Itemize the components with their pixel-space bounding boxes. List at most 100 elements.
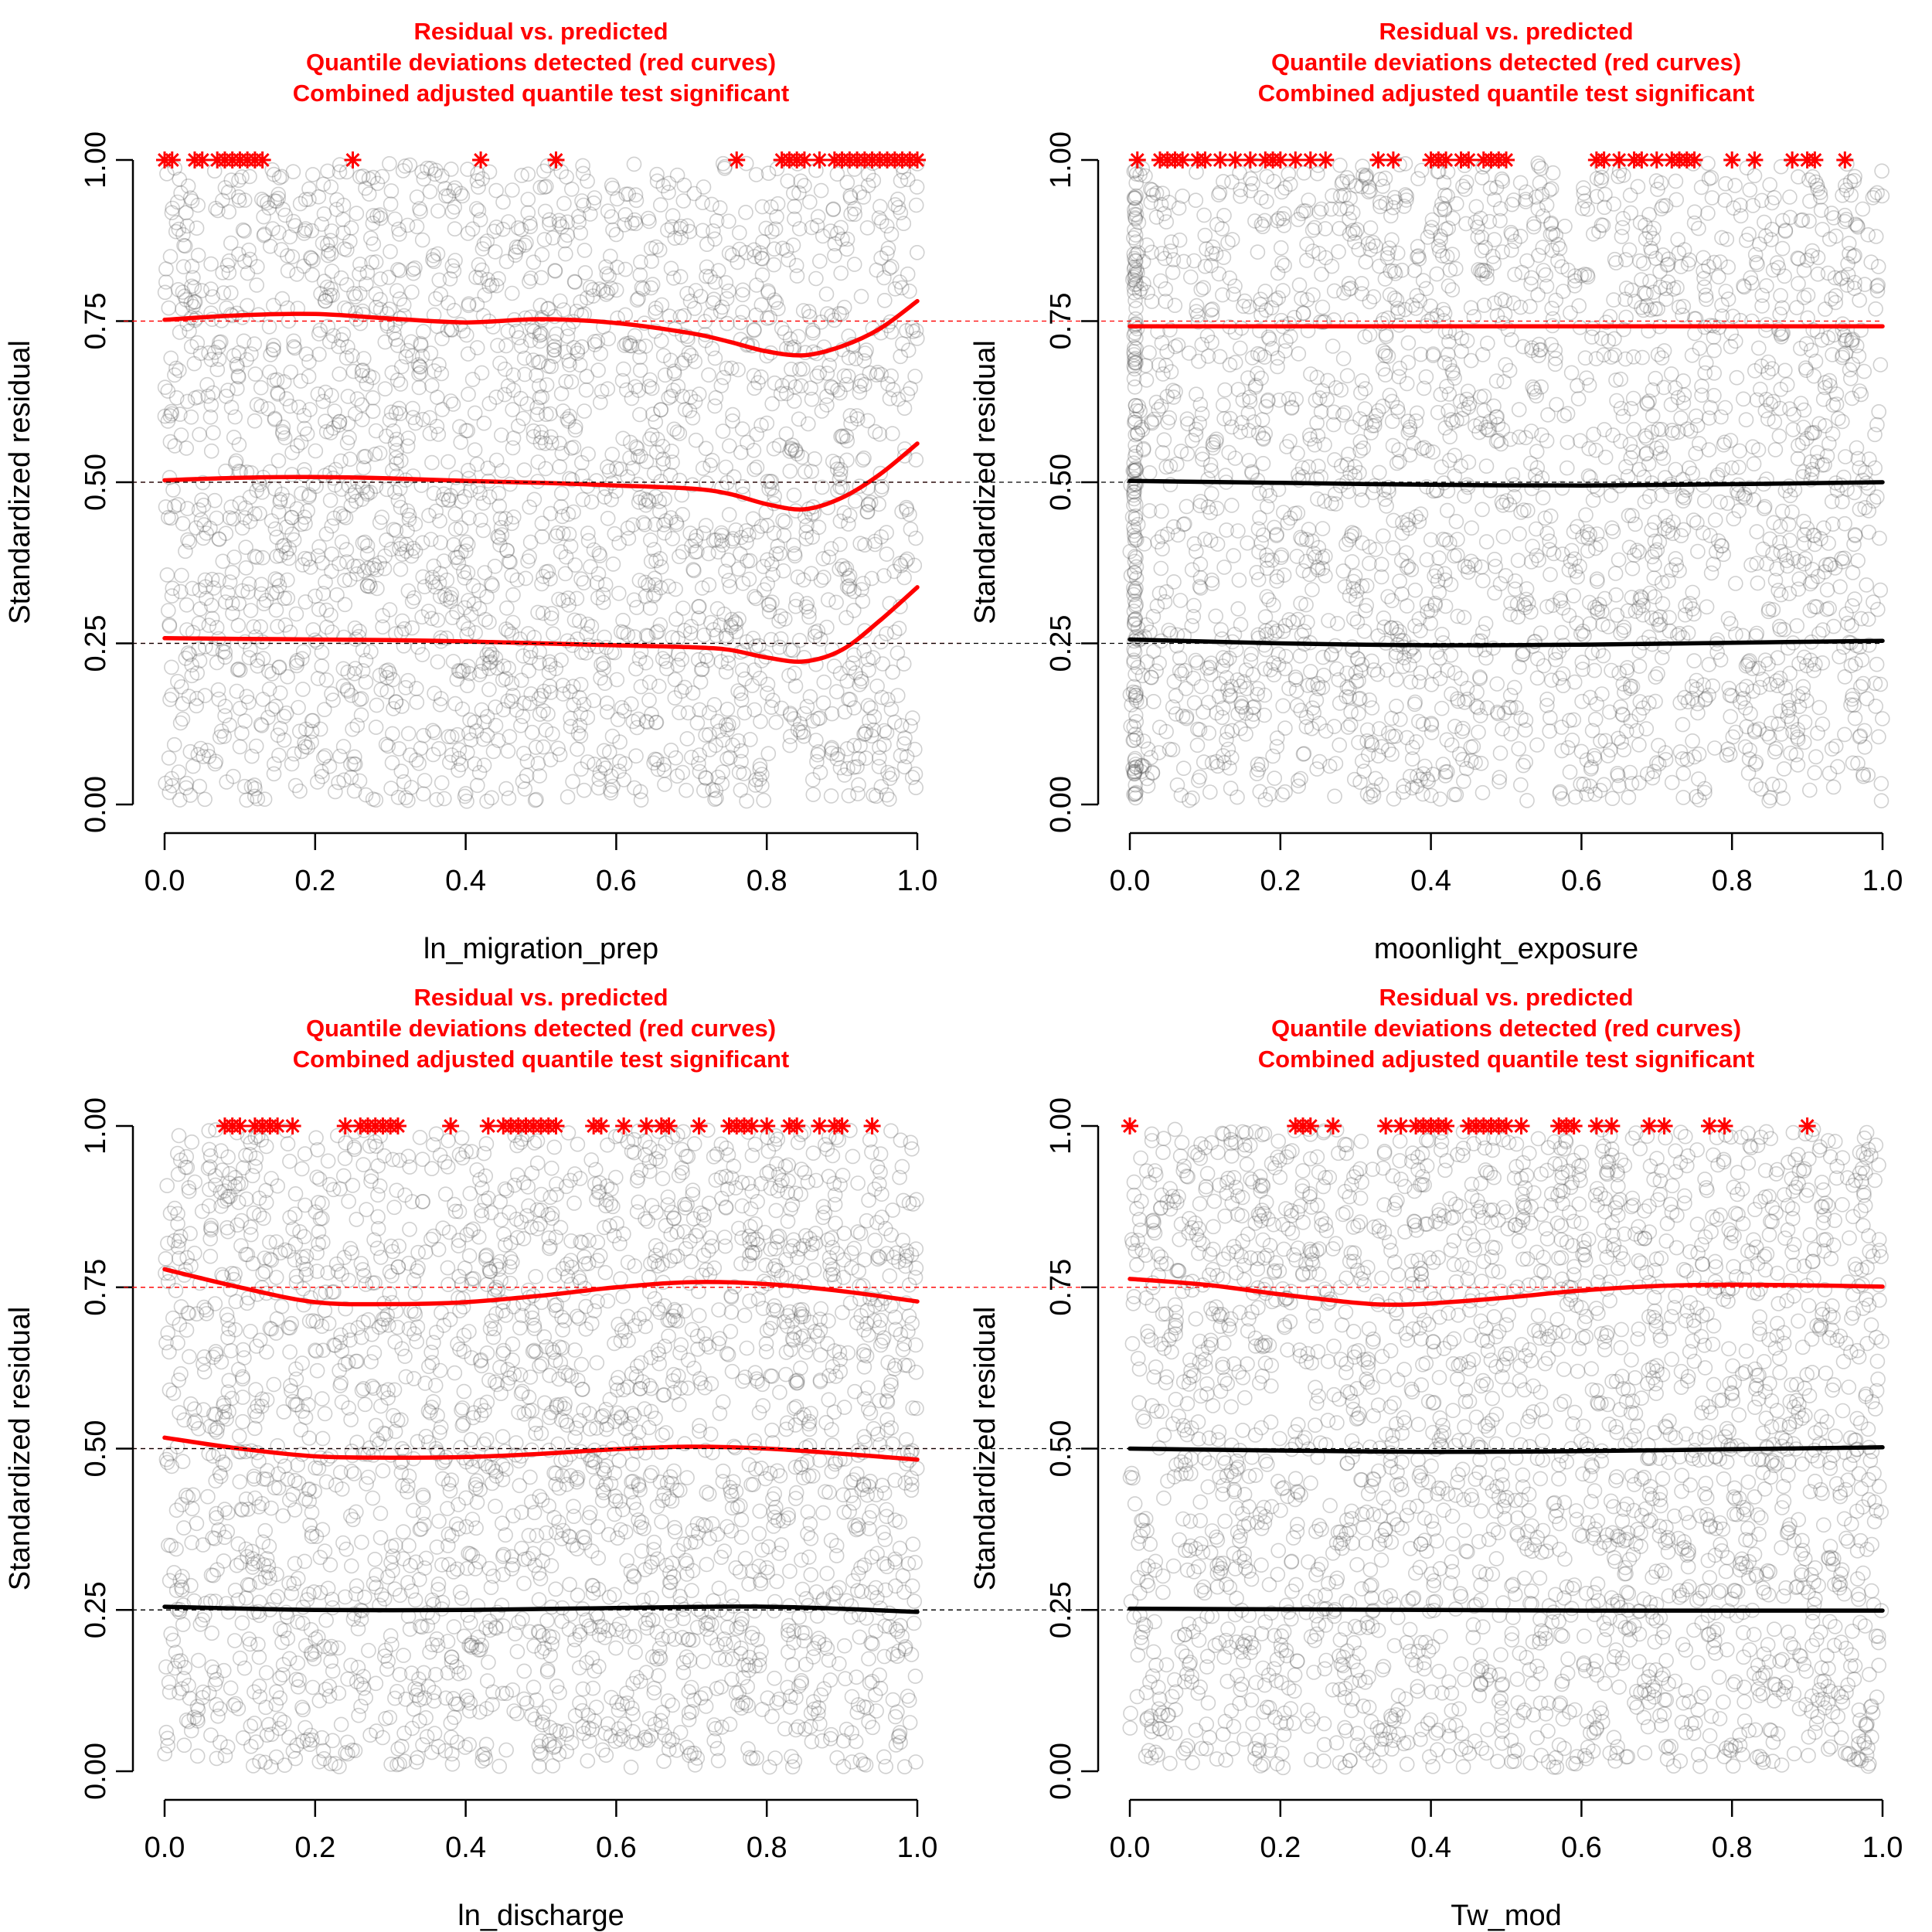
residual-point <box>280 668 295 685</box>
residual-point <box>1540 406 1556 423</box>
residual-point <box>531 691 547 706</box>
residual-point <box>580 616 596 632</box>
residual-point <box>603 782 618 798</box>
residual-point <box>430 203 446 219</box>
residual-point <box>747 777 764 793</box>
x-tick-label: 0.0 <box>145 865 185 897</box>
residual-point <box>617 261 634 277</box>
residual-point <box>298 192 314 208</box>
residual-point <box>603 281 619 296</box>
residual-point <box>735 304 750 320</box>
residual-point <box>719 315 735 332</box>
residual-point <box>430 654 446 670</box>
residual-point <box>318 384 334 400</box>
residual-point <box>1217 382 1233 398</box>
residual-point <box>211 532 227 547</box>
residual-point <box>910 244 925 260</box>
residual-point <box>532 768 548 784</box>
residual-point <box>169 194 185 210</box>
residual-point <box>756 582 772 598</box>
residual-point <box>430 427 447 442</box>
residual-point <box>549 525 566 541</box>
residual-point <box>566 504 581 520</box>
residual-point <box>660 222 675 238</box>
residual-point <box>505 430 522 446</box>
residual-point <box>1282 434 1298 449</box>
y-tick-label: 0.25 <box>80 615 112 672</box>
residual-point <box>1703 565 1719 581</box>
residual-point <box>1675 790 1691 805</box>
residual-point <box>318 526 335 542</box>
residual-point <box>791 185 807 201</box>
residual-point <box>641 675 658 690</box>
residual-point <box>517 366 532 383</box>
residual-point <box>469 777 485 794</box>
residual-point <box>718 664 734 680</box>
y-tick-label: 0.00 <box>80 776 112 833</box>
residual-point <box>719 360 735 376</box>
residual-point <box>164 659 179 675</box>
residual-point <box>526 323 542 339</box>
residual-point <box>879 245 895 261</box>
residual-point <box>643 553 659 570</box>
residual-point <box>591 546 607 562</box>
residual-point <box>201 617 217 634</box>
residual-point <box>747 702 763 718</box>
residual-point <box>1642 585 1658 601</box>
residual-point <box>316 702 332 718</box>
residual-point <box>193 512 209 528</box>
residual-point <box>488 452 505 468</box>
residual-point <box>1136 440 1151 457</box>
residual-point <box>1631 643 1647 659</box>
y-tick-label: 1.00 <box>80 131 112 189</box>
residual-point <box>444 204 461 219</box>
residual-point <box>1410 171 1426 186</box>
residual-point <box>688 283 704 298</box>
residual-point <box>1329 615 1345 631</box>
residual-point <box>605 180 621 196</box>
residual-point <box>492 511 509 526</box>
residual-point <box>509 323 525 339</box>
residual-point <box>787 393 802 409</box>
residual-point <box>696 179 712 195</box>
residual-point <box>702 742 718 757</box>
residual-point <box>374 509 390 526</box>
residual-point <box>453 757 469 773</box>
residual-point <box>686 563 702 579</box>
residual-point <box>1777 362 1793 379</box>
residual-point <box>601 463 617 479</box>
residual-point <box>747 322 762 338</box>
residual-point <box>1486 232 1502 247</box>
residual-point <box>857 376 872 393</box>
residual-point <box>282 229 298 245</box>
residual-point <box>1362 692 1377 708</box>
residual-point <box>338 542 355 558</box>
residual-point <box>520 553 536 569</box>
residual-point <box>879 546 895 562</box>
residual-point <box>685 410 701 426</box>
residual-point <box>432 513 447 529</box>
residual-point <box>674 355 690 371</box>
residual-point <box>191 641 207 657</box>
residual-point <box>676 177 692 193</box>
residual-point <box>624 390 640 406</box>
residual-point <box>283 364 299 380</box>
residual-point <box>488 277 505 294</box>
residual-point <box>383 183 400 199</box>
residual-point <box>792 716 808 732</box>
residual-point <box>1162 410 1178 426</box>
residual-point <box>599 704 615 720</box>
residual-point <box>467 714 483 730</box>
residual-point <box>227 455 243 471</box>
residual-point <box>1510 553 1526 569</box>
residual-point <box>1646 570 1662 586</box>
residual-point <box>415 324 431 339</box>
residual-point <box>365 369 381 386</box>
residual-point <box>1844 390 1860 406</box>
residual-point <box>567 274 583 290</box>
residual-point <box>352 773 368 789</box>
residual-point <box>859 219 876 236</box>
residual-point <box>481 614 497 630</box>
residual-point <box>850 786 866 801</box>
